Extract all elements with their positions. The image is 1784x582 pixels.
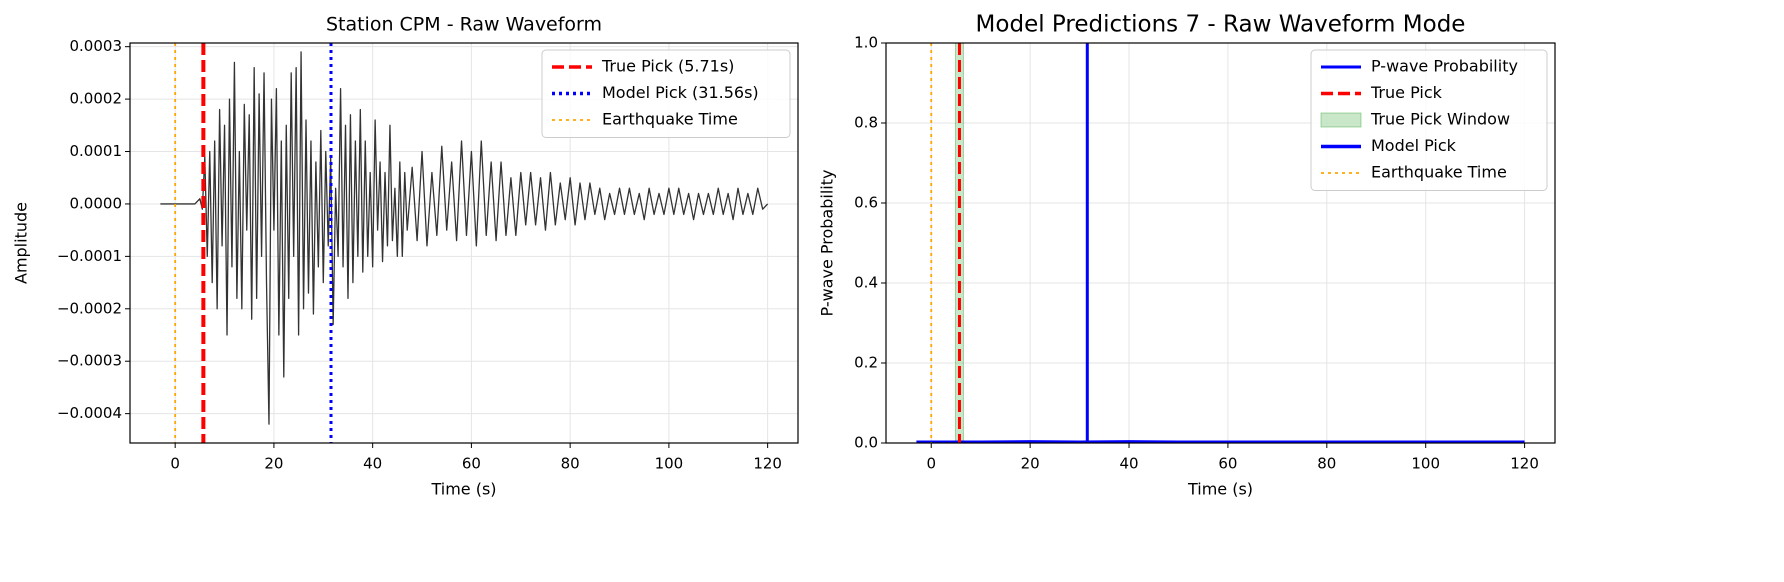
axes-frame — [129, 42, 799, 444]
x-tick-label: 40 — [363, 455, 382, 473]
y-tick-label: −0.0003 — [57, 352, 122, 370]
x-tick-label: 80 — [1317, 455, 1336, 473]
x-tick-label: 0 — [926, 455, 936, 473]
x-tick-label: 120 — [753, 455, 782, 473]
x-tick-label: 120 — [1510, 455, 1539, 473]
y-tick-label: 0.4 — [854, 274, 878, 292]
pick-window — [955, 43, 964, 443]
y-tick-label: 0.6 — [854, 194, 878, 212]
chart-title: Station CPM - Raw Waveform — [326, 14, 602, 36]
y-tick-label: −0.0004 — [57, 404, 122, 422]
y-axis-label: Amplitude — [12, 202, 31, 284]
legend-box — [1310, 49, 1548, 191]
x-tick-label: 100 — [655, 455, 684, 473]
plot-area — [916, 43, 1525, 443]
x-tick-label: 0 — [170, 455, 180, 473]
x-tick-label: 40 — [1119, 455, 1138, 473]
y-tick-label: −0.0002 — [57, 299, 122, 317]
y-tick-label: 0.0001 — [70, 142, 123, 160]
y-axis-label: P-wave Probability — [818, 170, 837, 317]
legend-label: True Pick — [1370, 83, 1443, 102]
legend-label: Model Pick — [1371, 136, 1457, 155]
legend-label: True Pick Window — [1370, 110, 1510, 129]
y-tick-label: 0.8 — [854, 114, 878, 132]
y-tick-label: 0.0002 — [70, 90, 123, 108]
legend-label: True Pick (5.71s) — [601, 57, 734, 76]
y-tick-label: 1.0 — [854, 34, 878, 52]
x-tick-label: 20 — [264, 455, 283, 473]
x-axis-label: Time (s) — [1187, 480, 1253, 499]
series-line — [160, 51, 769, 425]
x-tick-label: 60 — [1218, 455, 1237, 473]
legend-label: Model Pick (31.56s) — [602, 83, 759, 102]
axes-frame — [885, 42, 1556, 444]
plot-area — [160, 43, 769, 443]
y-tick-label: 0.0003 — [70, 37, 123, 55]
legend-box — [541, 49, 791, 138]
legend-label: Earthquake Time — [1371, 163, 1507, 182]
y-tick-label: −0.0001 — [57, 247, 122, 265]
x-tick-label: 100 — [1411, 455, 1440, 473]
x-tick-label: 60 — [462, 455, 481, 473]
y-tick-label: 0.0000 — [70, 194, 123, 212]
x-axis-label: Time (s) — [430, 480, 496, 499]
legend-swatch — [1320, 112, 1362, 128]
y-tick-label: 0.0 — [854, 434, 878, 452]
chart-title: Model Predictions 7 - Raw Waveform Mode — [976, 12, 1466, 38]
legend-label: Earthquake Time — [602, 110, 738, 129]
legend-label: P-wave Probability — [1371, 57, 1518, 76]
y-tick-label: 0.2 — [854, 354, 878, 372]
x-tick-label: 80 — [561, 455, 580, 473]
x-tick-label: 20 — [1021, 455, 1040, 473]
